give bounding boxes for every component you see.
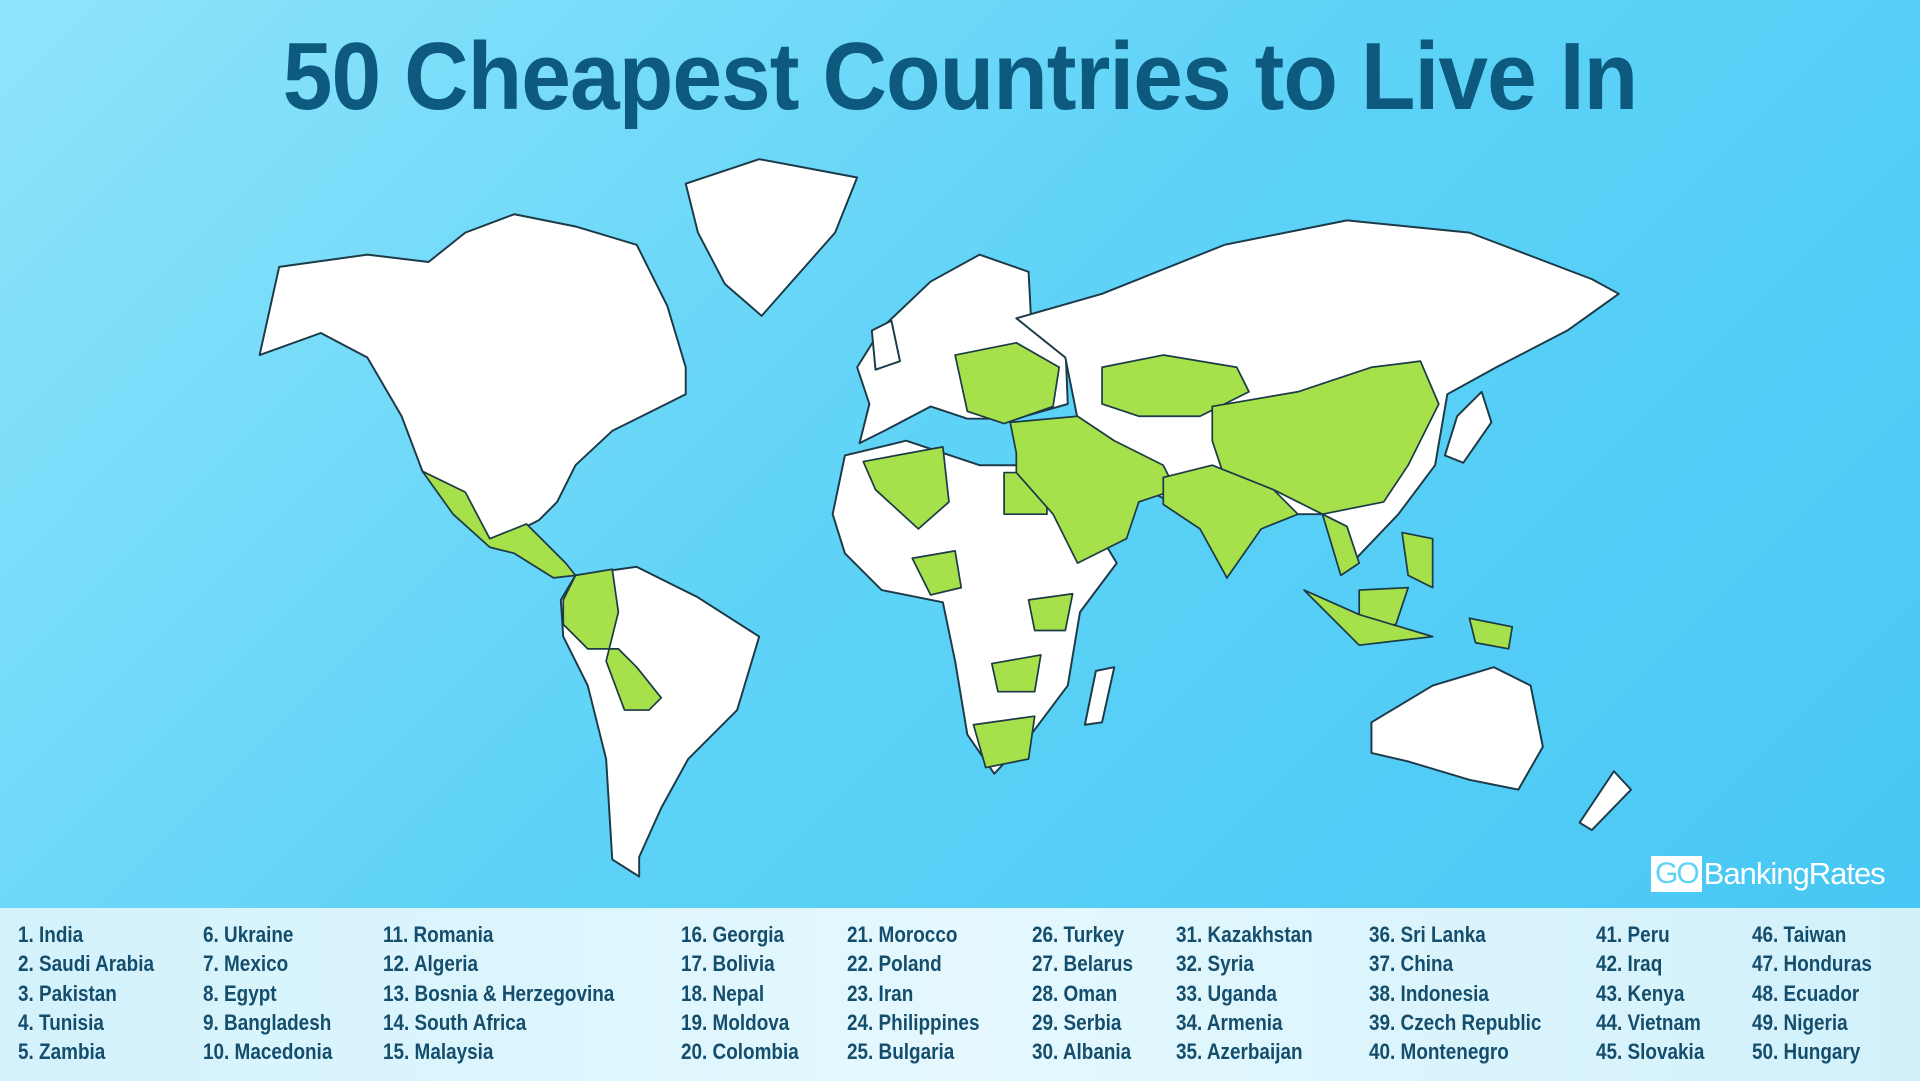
country-list-item: 8. Egypt	[203, 980, 277, 1006]
country-list-item: 42. Iraq	[1596, 951, 1663, 977]
country-list-item: 39. Czech Republic	[1369, 1009, 1542, 1035]
country-list-item: 20. Colombia	[681, 1039, 799, 1065]
vietnam-highlight	[1321, 513, 1361, 577]
country-list-item: 24. Philippines	[847, 1009, 980, 1035]
highlighted-countries	[421, 341, 1514, 769]
country-list-item: 23. Iran	[847, 980, 914, 1006]
country-list-item: 47. Honduras	[1752, 951, 1872, 977]
logo-go: GO	[1651, 856, 1702, 892]
country-list-item: 28. Oman	[1032, 980, 1118, 1006]
country-list-item: 41. Peru	[1596, 922, 1670, 947]
country-list-item: 46. Taiwan	[1752, 922, 1847, 947]
japan	[1443, 390, 1493, 464]
country-list-item: 33. Uganda	[1176, 980, 1277, 1006]
andean-highlight	[562, 568, 663, 711]
country-list-item: 45. Slovakia	[1596, 1039, 1705, 1065]
south-asia-highlight	[1162, 464, 1299, 579]
country-list-item: 34. Armenia	[1176, 1009, 1283, 1035]
country-list-item: 5. Zambia	[18, 1039, 106, 1065]
eastern-europe-highlight	[954, 341, 1061, 425]
country-list-item: 21. Morocco	[847, 922, 958, 947]
country-list-item: 38. Indonesia	[1369, 980, 1489, 1006]
country-list-panel: 1. India 2. Saudi Arabia 3. Pakistan 4. Tun…	[0, 908, 1920, 1081]
country-column: 36. Sri Lanka 37. China 38. Indonesia 39. C…	[1369, 922, 1570, 1068]
country-list-item: 48. Ecuador	[1752, 980, 1860, 1006]
page-title: 50 Cheapest Countries to Live In	[282, 23, 1638, 130]
country-list-item: 26. Turkey	[1032, 922, 1125, 947]
country-list-item: 15. Malaysia	[383, 1039, 494, 1065]
country-column: 41. Peru 42. Iraq 43. Kenya 44. Vietnam 45. …	[1596, 922, 1722, 1068]
country-list-item: 19. Moldova	[681, 1009, 790, 1035]
country-list-item: 37. China	[1369, 951, 1454, 977]
madagascar	[1083, 666, 1116, 726]
country-list-item: 18. Nepal	[681, 980, 765, 1006]
country-list-item: 36. Sri Lanka	[1369, 922, 1486, 947]
country-list-item: 50. Hungary	[1752, 1039, 1861, 1065]
country-list-item: 27. Belarus	[1032, 951, 1133, 977]
country-list-item: 9. Bangladesh	[203, 1009, 332, 1035]
country-list-item: 32. Syria	[1176, 951, 1254, 977]
philippines-highlight	[1401, 531, 1434, 589]
zambia-highlight	[990, 654, 1042, 693]
country-column: 26. Turkey 27. Belarus 28. Oman 29. Serbia 3…	[1032, 922, 1149, 1068]
country-list-item: 43. Kenya	[1596, 980, 1685, 1006]
north-africa-highlight	[862, 445, 950, 530]
country-list-item: 13. Bosnia & Herzegovina	[383, 980, 615, 1006]
gobankingrates-logo: GO BankingRates	[1651, 855, 1886, 893]
country-list-item: 11. Romania	[383, 922, 494, 947]
indonesia-highlight	[1303, 589, 1434, 647]
uk	[870, 319, 901, 371]
country-list-item: 12. Algeria	[383, 951, 479, 977]
country-list-item: 2. Saudi Arabia	[18, 951, 154, 977]
landmasses	[258, 158, 1632, 878]
country-list-item: 29. Serbia	[1032, 1009, 1122, 1035]
nigeria-highlight	[911, 550, 963, 596]
greenland	[684, 158, 859, 317]
country-list-item: 7. Mexico	[203, 951, 289, 977]
country-list-item: 30. Albania	[1032, 1039, 1132, 1065]
country-list-item: 14. South Africa	[383, 1009, 527, 1035]
country-list-item: 4. Tunisia	[18, 1009, 104, 1035]
country-list-item: 16. Georgia	[681, 922, 785, 947]
country-column: 16. Georgia 17. Bolivia 18. Nepal 19. Moldo…	[681, 922, 818, 1068]
country-column: 1. India 2. Saudi Arabia 3. Pakistan 4. Tun…	[18, 922, 176, 1068]
logo-bankingrates: BankingRates	[1703, 856, 1886, 891]
australia	[1370, 666, 1544, 791]
east-africa-highlight	[1027, 592, 1074, 632]
country-list-item: 22. Poland	[847, 951, 942, 977]
country-list-item: 10. Macedonia	[203, 1039, 333, 1065]
country-list-item: 40. Montenegro	[1369, 1039, 1509, 1065]
country-column: 21. Morocco 22. Poland 23. Iran 24. Philipp…	[847, 922, 1001, 1068]
new-zealand	[1578, 770, 1632, 832]
country-list-item: 3. Pakistan	[18, 980, 117, 1006]
country-list-item: 25. Bulgaria	[847, 1039, 955, 1065]
country-column: 31. Kazakhstan 32. Syria 33. Uganda 34. Arm…	[1176, 922, 1335, 1068]
central-america-highlight	[421, 470, 577, 579]
country-list-item: 44. Vietnam	[1596, 1009, 1701, 1035]
country-list-item: 31. Kazakhstan	[1176, 922, 1313, 947]
country-list-item: 49. Nigeria	[1752, 1009, 1848, 1035]
country-list-item: 17. Bolivia	[681, 951, 775, 977]
country-column: 46. Taiwan 47. Honduras 48. Ecuador 49. Nig…	[1752, 922, 1891, 1068]
country-column: 11. Romania 12. Algeria 13. Bosnia & Herze…	[383, 922, 652, 1068]
country-column: 6. Ukraine 7. Mexico 8. Egypt 9. Bangladesh…	[203, 922, 353, 1068]
middle-east-highlight	[1009, 415, 1177, 565]
north-america	[258, 213, 687, 540]
papua-highlight	[1468, 617, 1514, 650]
south-africa-highlight	[972, 715, 1036, 769]
country-list-item: 35. Azerbaijan	[1176, 1039, 1303, 1065]
country-list-item: 6. Ukraine	[203, 922, 294, 947]
country-list-item: 1. India	[18, 922, 84, 947]
